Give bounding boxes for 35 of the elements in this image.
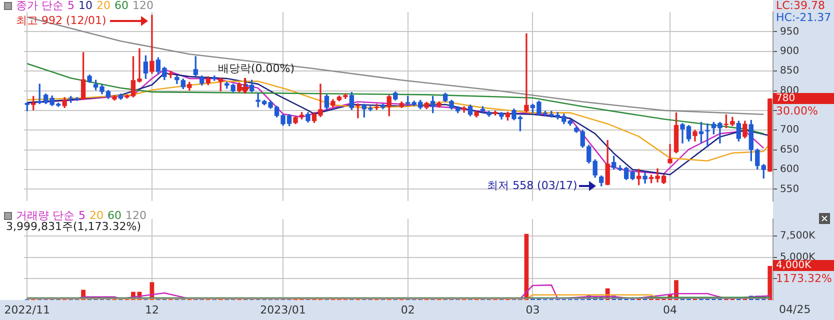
y-tick-label: 900 — [780, 46, 800, 57]
annotation: 최고 992 (12/01) — [16, 14, 106, 28]
x-tick-label: 04 — [663, 303, 678, 316]
text: 30.00% — [776, 104, 818, 118]
annotation: 3,999,831주(1,173.32%) — [6, 220, 142, 233]
x-tick-label: 2023/01 — [260, 303, 306, 316]
y-tick-label: 650 — [780, 144, 800, 156]
y-tick-label: 700 — [780, 124, 800, 136]
x-tick-label: 02 — [400, 303, 415, 316]
y-tick-label: 7,500K — [780, 230, 816, 242]
x-tick-label: 12 — [144, 303, 159, 316]
annotation: 배당락(0.00%) — [218, 62, 295, 75]
y-tick-label: 550 — [780, 184, 800, 195]
text: 120 — [126, 209, 146, 222]
y-tick-label: 600 — [780, 164, 800, 176]
text: 60 — [108, 209, 122, 222]
x-tick-label: 2022/11 — [4, 303, 50, 316]
text: 1173.32% — [776, 272, 832, 285]
y-tick-label: 850 — [780, 66, 800, 77]
text: 04/25 — [779, 302, 811, 316]
y-tick-label: 950 — [780, 26, 800, 38]
text: 20 — [96, 0, 110, 12]
text: 5 — [78, 209, 86, 222]
text: HC:-21.37 — [776, 10, 832, 24]
text: 4,000K — [773, 260, 834, 272]
x-tick-label: 03 — [526, 303, 540, 316]
text: 20 — [90, 209, 104, 222]
legend-title: 종가 단순 — [16, 0, 64, 12]
text: LC:39.78 — [776, 0, 826, 12]
text: 5 — [68, 0, 74, 12]
text: 120 — [132, 0, 154, 12]
text: 60 — [114, 0, 128, 12]
legend-title: 거래량 단순 — [16, 209, 74, 222]
annotation: 최저 558 (03/17) — [487, 178, 578, 192]
text: 10 — [78, 0, 92, 12]
